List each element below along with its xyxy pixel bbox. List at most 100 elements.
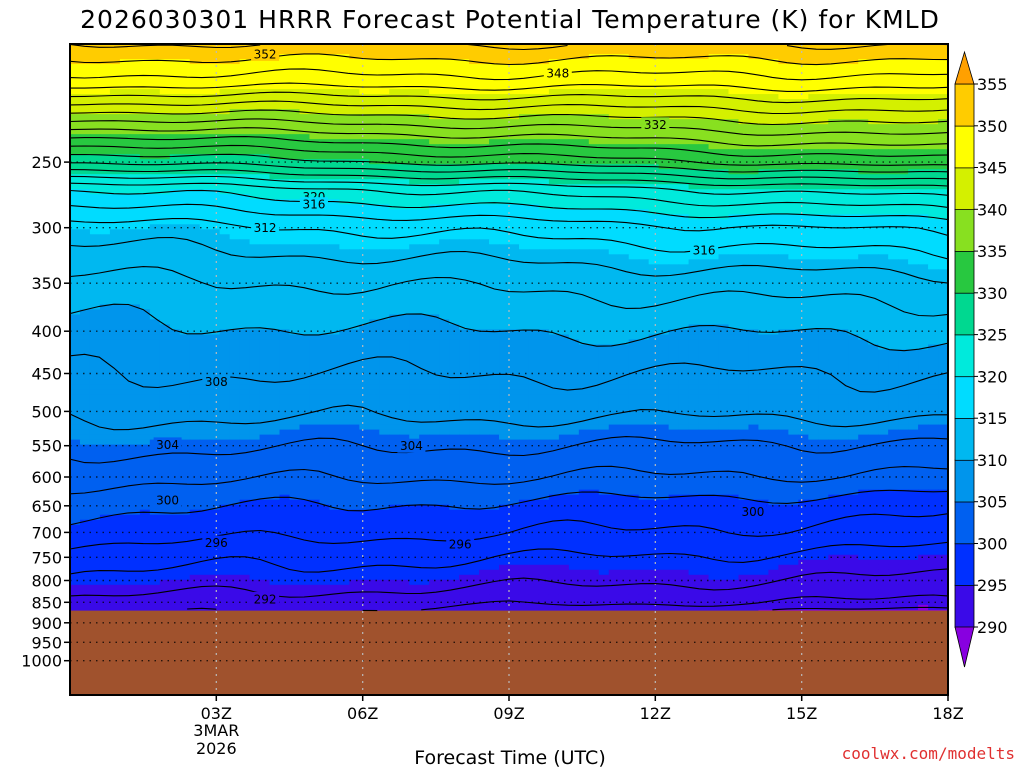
field-cell [728, 189, 740, 195]
field-cell [379, 324, 390, 331]
field-cell [868, 114, 879, 120]
field-cell [139, 59, 151, 65]
field-cell [828, 294, 839, 300]
field-cell [678, 64, 690, 70]
field-cell [209, 104, 221, 110]
field-cell [718, 234, 730, 240]
field-cell [718, 319, 730, 326]
field-cell [169, 249, 181, 255]
field-cell [668, 224, 680, 230]
field-cell [129, 214, 141, 220]
field-cell [369, 249, 380, 255]
field-cell [848, 229, 859, 235]
field-cell [119, 254, 131, 260]
field-cell [638, 199, 650, 205]
field-cell [99, 114, 111, 120]
field-cell [778, 89, 789, 95]
field-cell [489, 69, 500, 75]
field-cell [638, 289, 650, 295]
field-cell [688, 64, 700, 70]
field-cell [878, 64, 889, 70]
field-cell [329, 64, 340, 70]
field-cell [259, 74, 271, 80]
field-cell [179, 159, 191, 165]
field-cell [139, 69, 151, 75]
field-cell [688, 184, 700, 190]
field-cell [229, 264, 241, 270]
field-cell [918, 84, 929, 90]
field-cell [329, 84, 340, 90]
field-cell [209, 164, 221, 170]
field-cell [139, 274, 151, 280]
field-cell [768, 269, 779, 275]
field-cell [828, 309, 839, 316]
field-cell [678, 169, 690, 175]
field-cell [259, 264, 271, 270]
field-cell [389, 69, 400, 75]
field-cell [738, 174, 750, 180]
field-cell [928, 164, 939, 170]
field-cell [429, 219, 440, 225]
field-cell [449, 129, 460, 135]
field-cell [79, 109, 91, 115]
field-cell [528, 59, 540, 65]
field-cell [239, 154, 251, 160]
field-cell [788, 104, 799, 110]
field-cell [608, 69, 620, 75]
field-cell [728, 74, 740, 80]
field-cell [359, 269, 370, 275]
field-cell [239, 114, 251, 120]
field-cell [379, 144, 390, 150]
field-cell [618, 44, 630, 50]
field-cell [898, 44, 909, 50]
field-cell [928, 264, 939, 270]
field-cell [678, 294, 690, 300]
field-cell [758, 299, 770, 305]
field-cell [748, 239, 760, 245]
field-cell [459, 204, 470, 210]
field-cell [269, 159, 281, 165]
field-cell [259, 299, 271, 305]
field-cell [878, 269, 889, 275]
field-cell [99, 49, 111, 55]
field-cell [70, 79, 81, 85]
field-cell [938, 59, 949, 65]
field-cell [459, 269, 470, 275]
field-cell [788, 239, 799, 245]
field-cell [678, 279, 690, 285]
field-cell [558, 89, 570, 95]
field-cell [838, 94, 849, 100]
field-cell [738, 204, 750, 210]
field-cell [419, 214, 430, 220]
field-cell [708, 114, 720, 120]
field-cell [628, 304, 640, 311]
field-cell [379, 264, 390, 270]
field-cell [818, 49, 829, 55]
field-cell [329, 124, 340, 130]
field-cell [399, 99, 410, 105]
field-cell [708, 264, 720, 270]
field-cell [449, 204, 460, 210]
field-cell [409, 49, 420, 55]
field-cell [758, 124, 770, 130]
field-cell [279, 179, 291, 185]
field-cell [528, 274, 540, 280]
field-cell [678, 239, 690, 245]
field-cell [199, 154, 211, 160]
field-cell [129, 89, 141, 95]
field-cell [299, 94, 311, 100]
field-cell [309, 289, 321, 295]
field-cell [229, 119, 241, 125]
field-cell [189, 149, 201, 155]
field-cell [828, 104, 839, 110]
field-cell [908, 159, 919, 165]
field-cell [309, 269, 321, 275]
field-cell [588, 249, 600, 255]
field-cell [289, 274, 301, 280]
field-cell [798, 49, 809, 55]
field-cell [349, 259, 360, 265]
field-cell [878, 314, 889, 321]
field-cell [908, 84, 919, 90]
field-cell [718, 44, 730, 50]
field-cell [89, 284, 101, 290]
